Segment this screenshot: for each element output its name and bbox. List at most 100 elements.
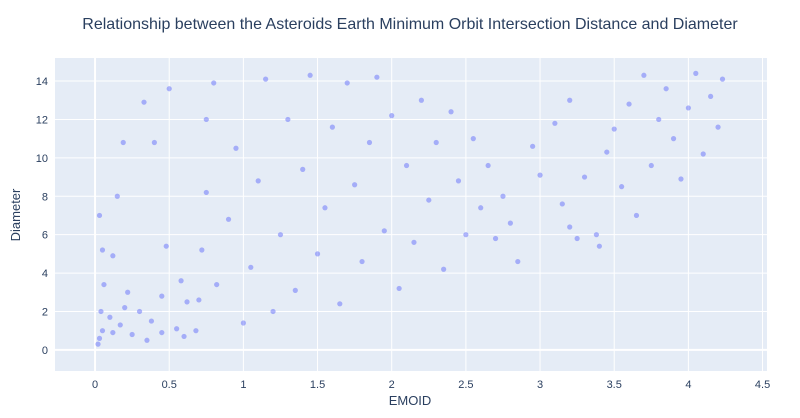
data-point	[322, 205, 328, 211]
data-point	[117, 322, 123, 328]
data-point	[596, 243, 602, 249]
data-point	[211, 80, 217, 86]
data-point	[129, 331, 135, 338]
data-point	[708, 93, 714, 100]
data-point	[626, 101, 632, 107]
data-point	[670, 136, 677, 142]
data-point	[159, 329, 165, 336]
data-point	[151, 139, 157, 146]
data-point	[292, 287, 298, 293]
data-point	[633, 212, 640, 219]
data-point	[418, 97, 424, 103]
data-point	[255, 178, 261, 184]
data-point	[492, 235, 499, 242]
y-tick-label: 0	[42, 345, 48, 357]
data-point	[203, 189, 209, 196]
data-point	[285, 116, 291, 123]
x-tick-label: 2.5	[458, 379, 473, 391]
data-point	[344, 80, 350, 86]
grid-lines	[55, 58, 767, 371]
data-point	[270, 308, 276, 315]
data-point	[381, 228, 387, 234]
x-tick-label: 4.5	[755, 379, 770, 391]
data-point	[641, 72, 647, 78]
data-point	[433, 139, 439, 146]
data-point	[196, 297, 202, 303]
data-point	[144, 337, 150, 343]
data-point	[537, 172, 543, 178]
data-point	[96, 335, 103, 341]
data-point	[337, 301, 343, 307]
data-point	[485, 162, 491, 169]
x-tick-label: 3	[537, 379, 543, 391]
data-point	[263, 76, 269, 82]
data-points	[95, 70, 726, 347]
data-point	[693, 70, 699, 76]
y-tick-label: 14	[36, 76, 48, 88]
data-point	[426, 197, 432, 203]
data-point	[567, 224, 573, 230]
data-point	[567, 97, 573, 103]
x-tick-label: 4	[685, 379, 691, 391]
data-point	[470, 136, 476, 142]
data-point	[478, 205, 484, 211]
data-point	[159, 293, 165, 299]
data-point	[125, 289, 131, 295]
data-point	[374, 74, 380, 80]
y-tick-label: 10	[36, 153, 48, 165]
y-tick-label: 4	[42, 268, 48, 280]
data-point	[719, 76, 726, 82]
data-point	[122, 305, 128, 311]
plot-area	[55, 58, 767, 371]
data-point	[448, 109, 454, 115]
y-axis-title: Diameter	[8, 188, 23, 241]
y-tick-label: 12	[36, 114, 48, 126]
data-point	[581, 174, 588, 180]
x-axis-ticks: 0 0.5 1 1.5 2 2.5 3 3.5 4 4.5	[92, 379, 770, 391]
data-point	[574, 235, 580, 242]
data-point	[101, 281, 107, 288]
data-point	[396, 285, 402, 292]
x-tick-label: 0.5	[162, 379, 177, 391]
data-point	[300, 166, 306, 172]
data-point	[225, 216, 232, 222]
data-point	[98, 308, 104, 315]
data-point	[184, 299, 190, 305]
data-point	[141, 99, 147, 105]
data-point	[700, 151, 706, 157]
y-tick-label: 2	[42, 306, 48, 318]
data-point	[240, 320, 246, 326]
data-point	[248, 264, 254, 270]
data-point	[366, 139, 373, 146]
x-axis-title: EMOID	[389, 393, 432, 408]
data-point	[174, 326, 180, 332]
data-point	[203, 116, 209, 123]
y-axis-ticks: 0 2 4 6 8 10 12 14	[36, 76, 48, 357]
data-point	[515, 258, 521, 265]
data-point	[500, 193, 506, 199]
data-point	[110, 329, 116, 336]
data-point	[455, 178, 462, 184]
x-tick-label: 0	[92, 379, 98, 391]
data-point	[593, 232, 600, 238]
data-point	[403, 162, 410, 169]
data-point	[611, 126, 617, 132]
data-point	[163, 243, 169, 249]
data-point	[178, 278, 184, 284]
y-tick-label: 6	[42, 230, 48, 242]
data-point	[136, 308, 143, 315]
data-point	[107, 314, 113, 320]
data-point	[99, 328, 106, 334]
data-point	[507, 220, 513, 226]
chart-title: Relationship between the Asteroids Earth…	[82, 16, 738, 33]
data-point	[715, 124, 721, 130]
data-point	[329, 124, 335, 130]
data-point	[552, 120, 558, 126]
data-point	[463, 232, 469, 238]
data-point	[148, 318, 155, 324]
data-point	[233, 145, 239, 151]
data-point	[199, 247, 205, 253]
data-point	[193, 328, 199, 334]
data-point	[96, 212, 103, 219]
